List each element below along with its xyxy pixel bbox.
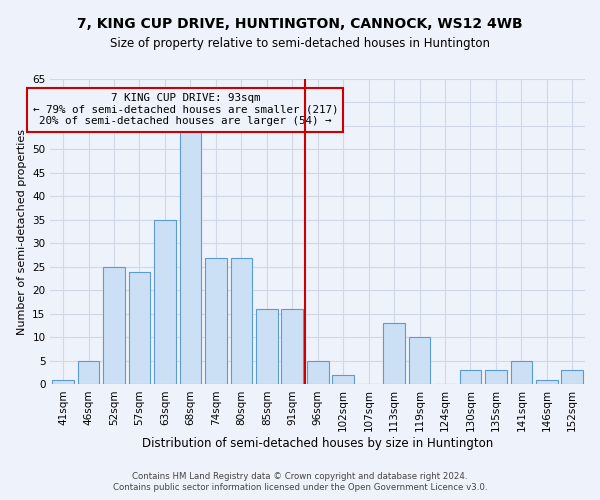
Text: Contains HM Land Registry data © Crown copyright and database right 2024.: Contains HM Land Registry data © Crown c… bbox=[132, 472, 468, 481]
Bar bbox=[281, 310, 303, 384]
Bar bbox=[307, 361, 329, 384]
Bar bbox=[154, 220, 176, 384]
Bar bbox=[511, 361, 532, 384]
Bar bbox=[230, 258, 252, 384]
Text: Size of property relative to semi-detached houses in Huntington: Size of property relative to semi-detach… bbox=[110, 38, 490, 51]
Bar bbox=[52, 380, 74, 384]
Bar bbox=[179, 126, 201, 384]
X-axis label: Distribution of semi-detached houses by size in Huntington: Distribution of semi-detached houses by … bbox=[142, 437, 493, 450]
Text: 7 KING CUP DRIVE: 93sqm
← 79% of semi-detached houses are smaller (217)
20% of s: 7 KING CUP DRIVE: 93sqm ← 79% of semi-de… bbox=[32, 93, 338, 126]
Bar bbox=[256, 310, 278, 384]
Bar bbox=[460, 370, 481, 384]
Bar bbox=[78, 361, 100, 384]
Bar bbox=[205, 258, 227, 384]
Bar bbox=[383, 324, 405, 384]
Bar bbox=[536, 380, 557, 384]
Bar bbox=[485, 370, 507, 384]
Bar bbox=[103, 267, 125, 384]
Bar bbox=[562, 370, 583, 384]
Bar bbox=[409, 338, 430, 384]
Y-axis label: Number of semi-detached properties: Number of semi-detached properties bbox=[17, 128, 27, 334]
Bar bbox=[128, 272, 151, 384]
Text: Contains public sector information licensed under the Open Government Licence v3: Contains public sector information licen… bbox=[113, 484, 487, 492]
Bar bbox=[332, 375, 354, 384]
Text: 7, KING CUP DRIVE, HUNTINGTON, CANNOCK, WS12 4WB: 7, KING CUP DRIVE, HUNTINGTON, CANNOCK, … bbox=[77, 18, 523, 32]
